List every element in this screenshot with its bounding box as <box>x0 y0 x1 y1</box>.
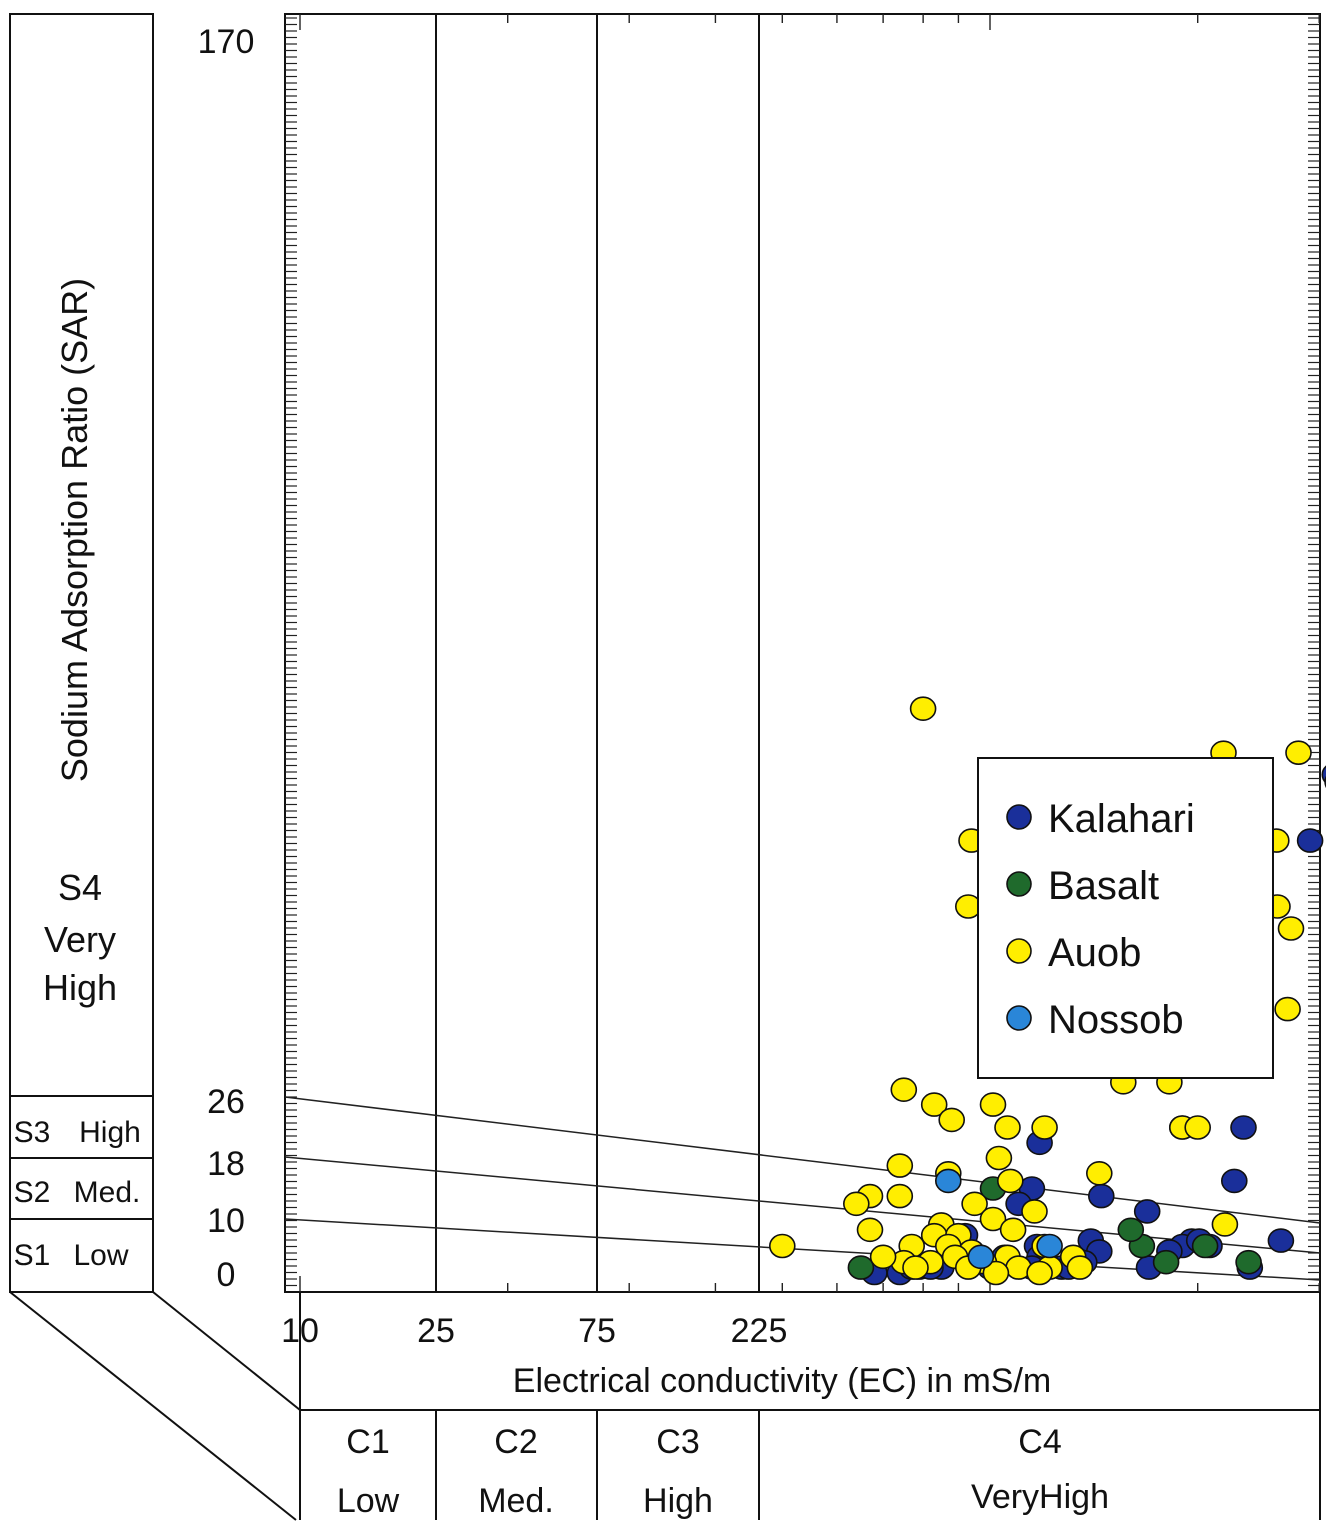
point-basalt-2 <box>1235 1249 1262 1275</box>
point-basalt-3 <box>1191 1233 1219 1259</box>
legend-marker-kalahari <box>1006 804 1032 830</box>
legend-label-basalt: Basalt <box>1048 864 1159 908</box>
point-auob-77 <box>1066 1255 1094 1280</box>
point-auob-73 <box>869 1244 897 1270</box>
point-auob-50 <box>1086 1161 1113 1186</box>
point-auob-48 <box>886 1153 914 1178</box>
point-kalahari-20 <box>1133 1199 1161 1224</box>
point-kalahari-9 <box>1296 828 1324 853</box>
point-auob-38 <box>979 1092 1007 1117</box>
salinity-class-c1-label: Low <box>337 1482 400 1520</box>
corner-diagonal-outer <box>9 1291 297 1521</box>
x-minor-ticks <box>299 14 1320 1292</box>
point-auob-26 <box>1274 996 1301 1022</box>
point-kalahari-14 <box>1230 1115 1257 1140</box>
y-minor-ticks <box>285 17 1320 1287</box>
corner-diagonal-inner <box>152 1291 301 1411</box>
sodium-class-s4-code: S4 <box>58 867 102 908</box>
sodium-class-s1-code: S1 <box>14 1239 51 1272</box>
sodium-class-s2-code: S2 <box>14 1176 51 1209</box>
point-auob-78 <box>768 1233 796 1259</box>
point-nossob-10 <box>1036 1233 1063 1259</box>
point-auob-3 <box>1285 740 1312 766</box>
point-auob-57 <box>1021 1199 1048 1224</box>
point-auob-58 <box>1211 1212 1239 1237</box>
chart-frame <box>9 13 1321 1521</box>
y-tick-label-170: 170 <box>198 23 255 61</box>
salinity-class-c4-code: C4 <box>1018 1423 1061 1461</box>
legend-label-kalahari: Kalahari <box>1048 797 1195 841</box>
legend-marker-basalt <box>1006 871 1032 897</box>
legend-label-nossob: Nossob <box>1048 998 1184 1042</box>
point-auob-9 <box>909 696 937 722</box>
x-tick-label-10: 10 <box>281 1312 319 1350</box>
point-auob-19 <box>1277 916 1305 941</box>
salinity-class-c3-label: High <box>643 1482 713 1520</box>
salinity-class-c4-label: VeryHigh <box>971 1478 1109 1516</box>
point-auob-46 <box>985 1145 1013 1171</box>
point-basalt-5 <box>1117 1217 1145 1243</box>
point-auob-45 <box>1031 1115 1058 1140</box>
scatter-points <box>768 696 1326 1286</box>
salinity-class-c3-code: C3 <box>656 1423 699 1461</box>
x-tick-label-75: 75 <box>578 1312 616 1350</box>
point-basalt-1 <box>1152 1249 1180 1275</box>
x-tick-label-25: 25 <box>417 1312 455 1350</box>
sodium-hazard-line-s3-s4 <box>284 1096 1321 1224</box>
point-auob-63 <box>999 1217 1027 1243</box>
point-nossob-11 <box>967 1244 995 1270</box>
point-auob-60 <box>856 1217 884 1243</box>
point-auob-44 <box>1184 1115 1211 1140</box>
y-axis-title: Sodium Adsorption Ratio (SAR) <box>54 278 95 782</box>
plot-area-border <box>284 13 1321 1293</box>
y-tick-label-0: 0 <box>217 1256 236 1294</box>
point-nossob-8 <box>934 1168 962 1194</box>
point-basalt-0 <box>847 1255 875 1280</box>
sodium-class-s1-label: Low <box>73 1239 128 1272</box>
point-auob-40 <box>920 1092 948 1117</box>
point-auob-82 <box>1026 1260 1053 1286</box>
point-auob-81 <box>982 1260 1010 1286</box>
point-auob-42 <box>994 1115 1021 1140</box>
point-auob-51 <box>961 1191 988 1217</box>
point-kalahari-23 <box>1267 1228 1295 1253</box>
legend-marker-auob <box>1006 938 1032 964</box>
x-tick-label-225: 225 <box>731 1312 788 1350</box>
legend-marker-nossob <box>1006 1005 1032 1031</box>
salinity-class-c1-code: C1 <box>346 1423 389 1461</box>
point-auob-80 <box>902 1255 929 1280</box>
point-kalahari-18 <box>1221 1168 1248 1194</box>
y-tick-label-26: 26 <box>207 1083 245 1121</box>
point-auob-55 <box>979 1206 1007 1232</box>
point-auob-54 <box>842 1191 870 1217</box>
salinity-class-c2-label: Med. <box>478 1482 554 1520</box>
y-tick-label-10: 10 <box>207 1202 245 1240</box>
point-auob-39 <box>890 1077 918 1102</box>
sodium-hazard-line-s2-s3 <box>284 1156 1321 1254</box>
x-axis-title: Electrical conductivity (EC) in mS/m <box>513 1362 1051 1400</box>
salinity-class-c2-code: C2 <box>494 1423 537 1461</box>
sodium-class-s2-label: Med. <box>74 1176 141 1209</box>
sodium-class-s3-label: High <box>79 1116 141 1149</box>
point-auob-49 <box>996 1168 1024 1194</box>
legend: Kalahari Basalt Auob Nossob <box>977 757 1274 1079</box>
sodium-class-s4-label: Very High <box>43 919 117 1008</box>
legend-label-auob: Auob <box>1048 931 1141 975</box>
sodium-class-s3-code: S3 <box>14 1116 51 1149</box>
point-auob-53 <box>886 1183 914 1209</box>
point-kalahari-19 <box>1088 1183 1115 1209</box>
point-auob-41 <box>938 1107 966 1133</box>
y-tick-label-18: 18 <box>207 1145 245 1183</box>
